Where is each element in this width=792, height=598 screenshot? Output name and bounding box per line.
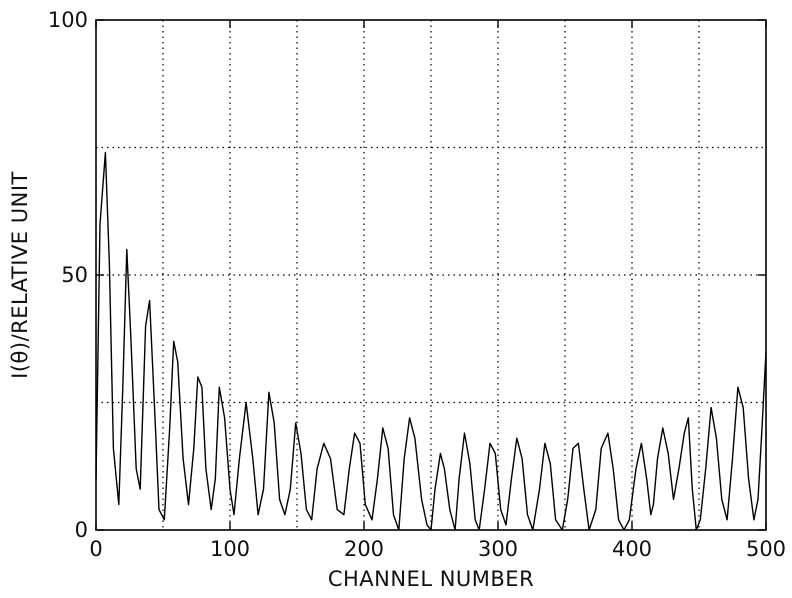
x-tick-label: 500	[746, 537, 786, 561]
grid-lines	[96, 20, 766, 530]
y-tick-label: 100	[48, 8, 88, 32]
x-tick-label: 100	[210, 537, 250, 561]
x-tick-label: 300	[478, 537, 518, 561]
tick-marks	[95, 19, 767, 531]
x-axis-title: CHANNEL NUMBER	[328, 567, 534, 591]
x-tick-label: 200	[344, 537, 384, 561]
y-tick-label: 50	[61, 263, 88, 287]
y-tick-label: 0	[75, 518, 88, 542]
x-tick-label: 0	[89, 537, 102, 561]
y-axis-title: I(θ)/RELATIVE UNIT	[8, 171, 32, 379]
series-line	[95, 151, 767, 531]
x-tick-label: 400	[612, 537, 652, 561]
tick-labels: 0 100 200 300 400 500 0 50 100	[48, 8, 786, 561]
